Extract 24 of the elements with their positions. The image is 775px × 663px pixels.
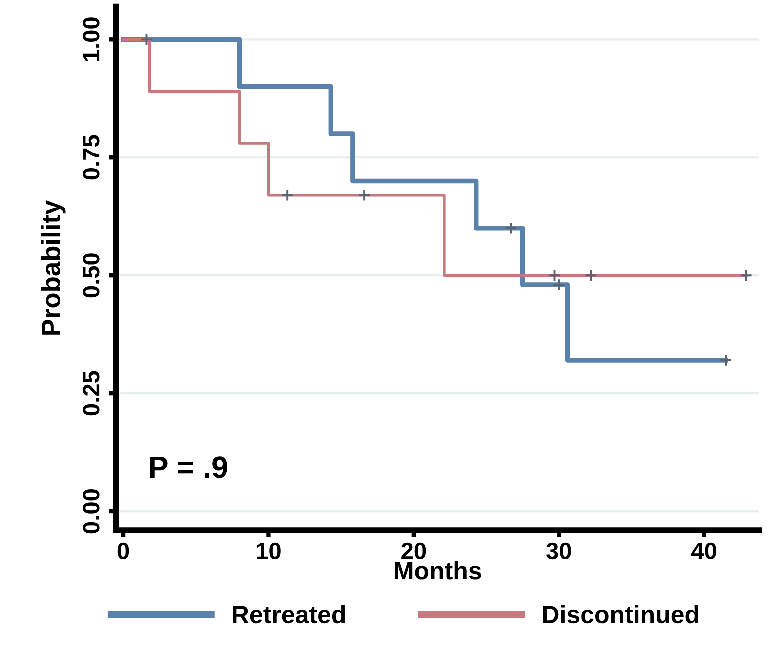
point — [740, 269, 753, 282]
point — [720, 354, 732, 367]
x-tick-label: 10 — [257, 542, 281, 560]
x-tick-label: 40 — [692, 542, 716, 560]
x-tick-label: 20 — [402, 542, 426, 560]
legend-label: Retreated — [233, 605, 346, 624]
y-tick-label: 0.50 — [83, 254, 100, 298]
annotation: P = .9 — [150, 456, 228, 478]
point — [552, 278, 566, 292]
legend-label: Discontinued — [543, 605, 698, 624]
x-axis-title: Months — [395, 561, 482, 580]
y-tick-label: 1.00 — [83, 18, 100, 62]
y-tick-label: 0.00 — [83, 490, 100, 534]
point — [548, 269, 562, 282]
x-tick-label: 0 — [118, 542, 130, 560]
y-tick-label: 0.25 — [83, 371, 100, 416]
y-tick-label: 0.75 — [83, 135, 100, 180]
point — [281, 189, 294, 202]
y-axis-title: Probability — [41, 200, 66, 335]
point — [140, 33, 154, 46]
point — [358, 189, 371, 202]
x-tick-label: 30 — [546, 542, 572, 560]
point — [504, 222, 518, 235]
point — [584, 269, 598, 282]
